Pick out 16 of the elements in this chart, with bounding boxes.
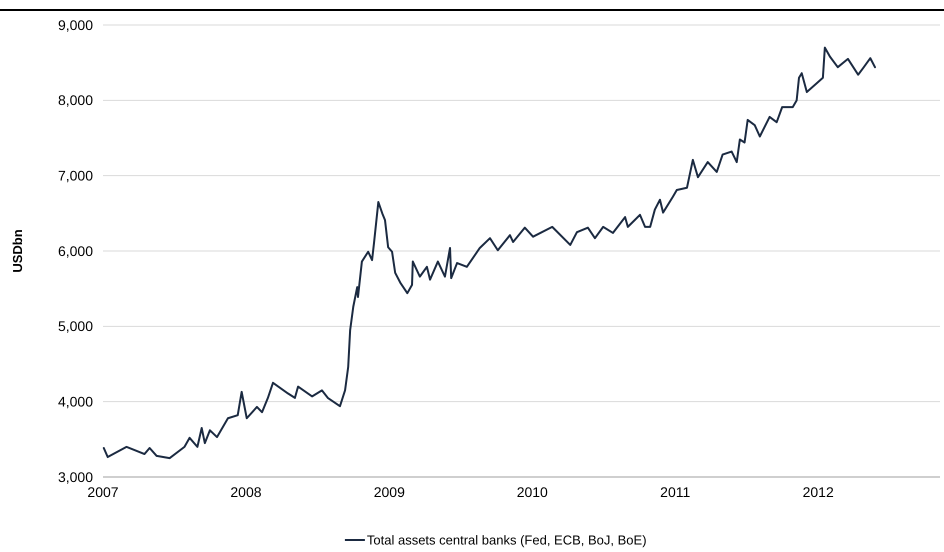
x-tick-label: 2012 <box>802 484 834 500</box>
x-tick-label: 2007 <box>87 484 119 500</box>
y-tick-label: 5,000 <box>58 318 94 334</box>
x-tick-label: 2011 <box>660 484 690 500</box>
y-tick-label: 3,000 <box>58 468 94 485</box>
y-tick-label: 7,000 <box>58 168 94 184</box>
y-tick-label: 8,000 <box>58 92 94 108</box>
y-axis-title: USDbn <box>10 229 25 273</box>
x-tick-label: 2009 <box>374 484 406 500</box>
y-tick-label: 9,000 <box>58 16 94 33</box>
legend-label: Total assets central banks (Fed, ECB, BoJ, BoE) <box>366 532 647 548</box>
y-tick-label: 4,000 <box>58 394 94 410</box>
line-series <box>102 46 876 460</box>
x-tick-label: 2008 <box>230 484 262 500</box>
y-tick-label: 6,000 <box>58 242 94 259</box>
x-tick-label: 2010 <box>516 484 548 500</box>
